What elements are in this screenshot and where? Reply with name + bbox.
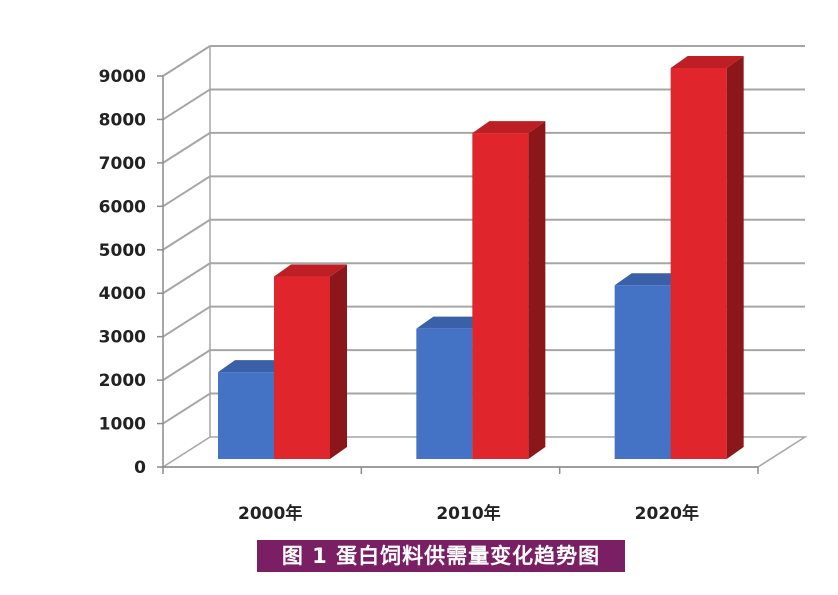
bar-side bbox=[726, 56, 744, 459]
gridline-side bbox=[162, 392, 211, 425]
bar-top bbox=[670, 56, 744, 68]
x-tick-label: 2020年 bbox=[635, 503, 699, 524]
y-tick-label: 1000 bbox=[99, 415, 146, 435]
bar-top bbox=[218, 360, 291, 373]
axes bbox=[157, 75, 759, 474]
bar-chart: 0 1000 2000 3000 4000 5000 6000 7000 800… bbox=[99, 45, 808, 524]
bar bbox=[274, 276, 330, 459]
bar bbox=[416, 328, 473, 459]
y-tick-label: 6000 bbox=[99, 197, 146, 217]
gridline-side bbox=[162, 88, 211, 121]
gridline-side bbox=[162, 305, 211, 338]
x-tick-labels: 2000年 2010年 2020年 bbox=[238, 503, 699, 524]
bar-top bbox=[274, 264, 347, 277]
y-tick-label: 0 bbox=[134, 458, 146, 478]
y-tick-label: 8000 bbox=[99, 110, 146, 130]
gridline-side bbox=[162, 132, 211, 164]
gridline-side bbox=[162, 45, 211, 77]
bar-side bbox=[528, 121, 546, 460]
bar bbox=[218, 372, 274, 459]
bar bbox=[472, 133, 529, 459]
gridline-side bbox=[162, 218, 211, 251]
bar-top bbox=[416, 316, 490, 329]
y-tick-label: 9000 bbox=[99, 67, 146, 87]
bar bbox=[614, 285, 671, 459]
bar bbox=[670, 68, 727, 459]
y-tick-label: 4000 bbox=[99, 284, 146, 304]
bar-top bbox=[614, 273, 688, 286]
gridline-side bbox=[162, 349, 211, 381]
y-tick-label: 2000 bbox=[99, 371, 146, 391]
y-tick-label: 5000 bbox=[99, 241, 146, 261]
x-tick-label: 2010年 bbox=[436, 503, 500, 524]
bars bbox=[218, 56, 744, 460]
figure-caption: 图 1 蛋白饲料供需量变化趋势图 bbox=[257, 540, 625, 572]
x-tick-label: 2000年 bbox=[238, 503, 302, 524]
bar-top bbox=[472, 121, 546, 134]
y-tick-label: 7000 bbox=[99, 154, 146, 174]
gridline-side bbox=[162, 262, 211, 295]
y-tick-labels: 0 1000 2000 3000 4000 5000 6000 7000 800… bbox=[99, 67, 146, 478]
y-tick-label: 3000 bbox=[99, 328, 146, 348]
bar-side bbox=[330, 264, 347, 459]
gridline-side bbox=[162, 175, 211, 208]
